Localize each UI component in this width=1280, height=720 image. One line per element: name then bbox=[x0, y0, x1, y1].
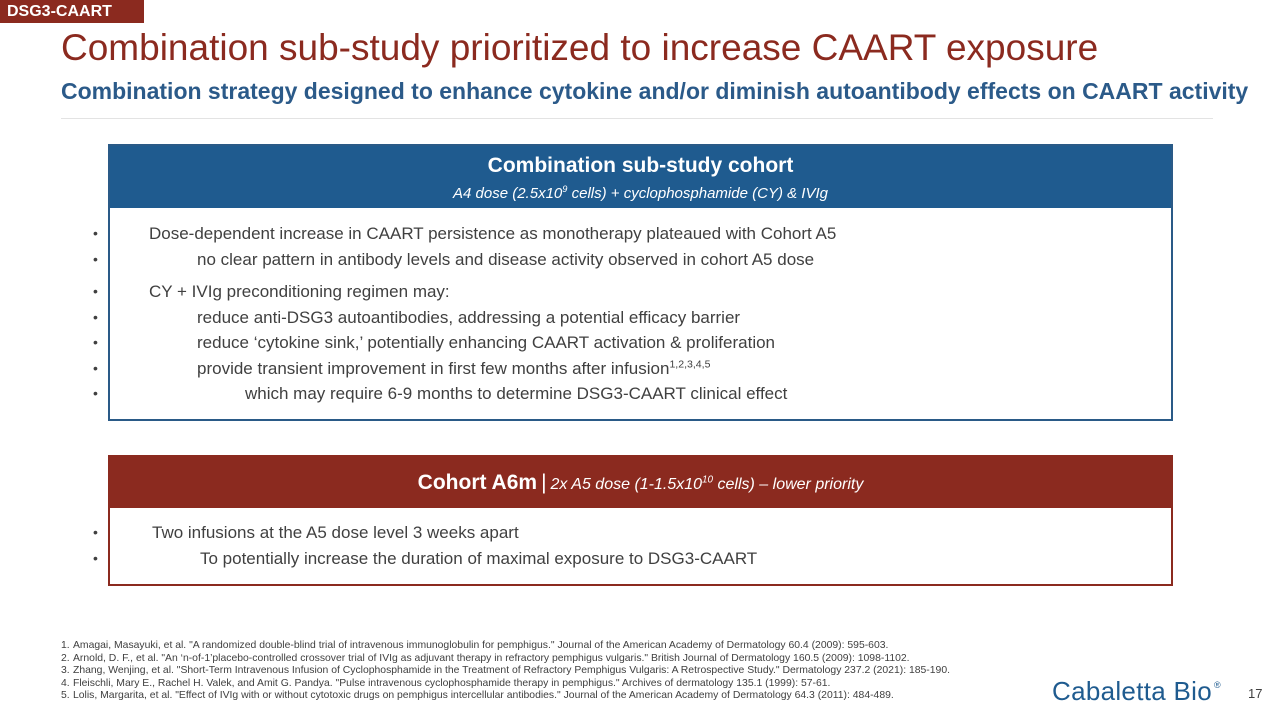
cohort-a6m-header: Cohort A6m | 2x A5 dose (1-1.5x1010 cells)… bbox=[110, 457, 1171, 508]
bullet-reduce-cytokine-sink: reduce ‘cytokine sink,’ potentially enha… bbox=[93, 330, 1171, 356]
page-number: 17 bbox=[1248, 686, 1263, 701]
bullet-cy-ivig-regimen: CY + IVIg preconditioning regimen may: bbox=[93, 279, 1171, 305]
slide-subtitle: Combination strategy designed to enhance… bbox=[61, 78, 1249, 104]
cohort-a6m-heading: Cohort A6m bbox=[417, 471, 538, 494]
bullet-transient-improvement: provide transient improvement in first f… bbox=[93, 356, 1171, 382]
reference-superscript: 1,2,3,4,5 bbox=[669, 357, 711, 370]
section-tag: DSG3-CAART bbox=[0, 0, 144, 23]
combination-cohort-dose: A4 dose (2.5x109 cells) + cyclophosphami… bbox=[453, 184, 828, 202]
bullet-no-clear-pattern: no clear pattern in antibody levels and … bbox=[93, 247, 1171, 273]
cohort-a6m-separator: | bbox=[541, 471, 547, 494]
cohort-a6m-box: Cohort A6m | 2x A5 dose (1-1.5x1010 cells)… bbox=[93, 455, 1173, 586]
bullet-6-9-months: which may require 6-9 months to determin… bbox=[93, 381, 1171, 407]
bullet-two-infusions: Two infusions at the A5 dose level 3 wee… bbox=[93, 520, 1171, 546]
combination-cohort-header: Combination sub-study cohort A4 dose (2.… bbox=[110, 146, 1171, 208]
bullet-dose-dependent: Dose-dependent increase in CAART persist… bbox=[93, 221, 1171, 247]
reference-item: 5. Lolis, Margarita, et al. "Effect of IV… bbox=[61, 690, 894, 702]
cabaletta-bio-logo: Cabaletta Bio ® bbox=[1052, 676, 1221, 706]
reference-item: 2. Arnold, D. F., et al. "An ‘n-of-1’plac… bbox=[61, 652, 910, 664]
reference-item: 4. Fleischli, Mary E., Rachel H. Valek, a… bbox=[61, 677, 831, 689]
slide-title: Combination sub-study prioritized to inc… bbox=[61, 27, 1099, 68]
combination-cohort-heading: Combination sub-study cohort bbox=[487, 154, 794, 177]
combination-cohort-bullets: Dose-dependent increase in CAART persist… bbox=[93, 208, 1171, 407]
bullet-increase-duration: To potentially increase the duration of … bbox=[93, 546, 1171, 572]
cohort-a6m-dose: 2x A5 dose (1-1.5x1010 cells) – lower pr… bbox=[550, 474, 864, 493]
title-divider bbox=[61, 118, 1213, 119]
reference-item: 3. Zhang, Wenjing, et al. "Short-Term Int… bbox=[61, 665, 950, 677]
bullet-reduce-autoantibodies: reduce anti-DSG3 autoantibodies, address… bbox=[93, 305, 1171, 331]
references-list: 1. Amagai, Masayuki, et al. "A randomized… bbox=[61, 640, 950, 703]
cohort-a6m-bullets: Two infusions at the A5 dose level 3 wee… bbox=[93, 508, 1171, 572]
reference-item: 1. Amagai, Masayuki, et al. "A randomized… bbox=[61, 640, 889, 651]
combination-cohort-box: Combination sub-study cohort A4 dose (2.… bbox=[93, 144, 1173, 421]
